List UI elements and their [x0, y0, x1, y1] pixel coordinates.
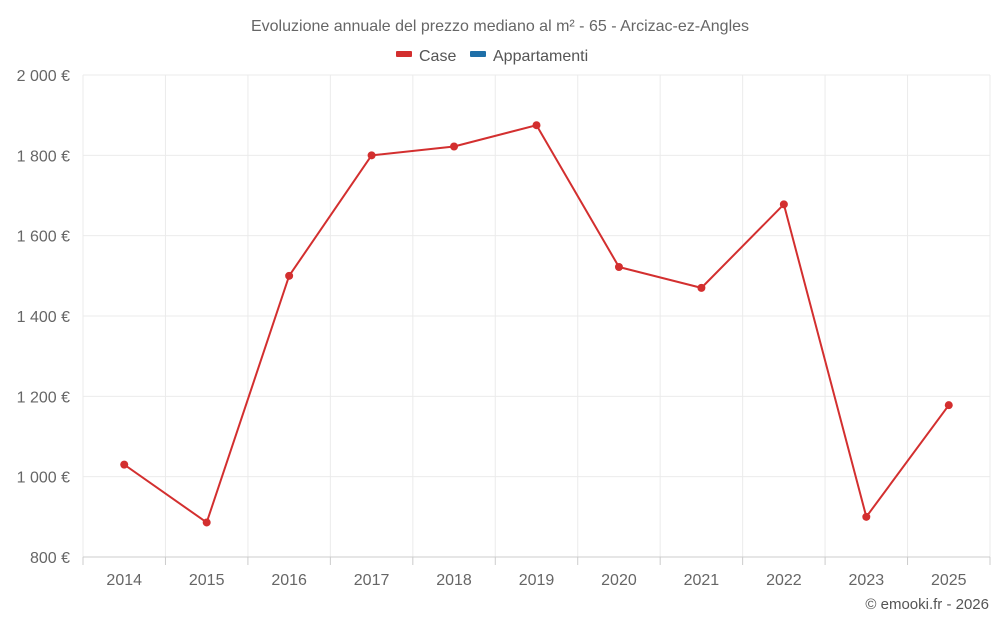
- x-tick-label: 2022: [766, 572, 802, 589]
- data-point-case-2015[interactable]: [202, 518, 211, 527]
- x-tick-label: 2021: [684, 572, 720, 589]
- x-axis: 2014 2015 2016 2017 2018 2019 2020 2021 2022 2023…: [82, 556, 991, 589]
- data-point-case-2018[interactable]: [450, 142, 459, 151]
- data-point-case-2020[interactable]: [614, 262, 623, 271]
- x-tick-label: 2014: [106, 572, 142, 589]
- x-tick-label: 2015: [189, 572, 225, 589]
- chart-title: Evoluzione annuale del prezzo mediano al…: [251, 18, 749, 35]
- data-point-case-2021[interactable]: [697, 283, 706, 292]
- x-tick-label: 2023: [849, 572, 885, 589]
- x-tick-label: 2019: [519, 572, 555, 589]
- y-tick-label: 1 000 €: [17, 470, 70, 487]
- y-tick-label: 1 200 €: [17, 389, 70, 406]
- x-tick-label: 2018: [436, 572, 472, 589]
- x-tick-label: 2020: [601, 572, 637, 589]
- legend-label-case: Case: [419, 48, 456, 65]
- data-point-case-2014[interactable]: [120, 460, 129, 469]
- x-tick-label: 2025: [931, 572, 967, 589]
- legend-item-appartamenti[interactable]: Appartamenti: [470, 48, 588, 65]
- legend-label-appartamenti: Appartamenti: [493, 48, 588, 65]
- y-tick-label: 800 €: [30, 550, 70, 567]
- legend: Case Appartamenti: [396, 48, 588, 65]
- legend-swatch-case: [396, 51, 412, 57]
- x-tick-label: 2017: [354, 572, 390, 589]
- series-case: [120, 121, 953, 527]
- credit-text: © emooki.fr - 2026: [865, 596, 989, 613]
- x-tick-label: 2016: [271, 572, 307, 589]
- y-tick-label: 2 000 €: [17, 68, 70, 85]
- legend-swatch-appartamenti: [470, 51, 486, 57]
- data-point-case-2023[interactable]: [862, 512, 871, 521]
- grid: [82, 74, 991, 557]
- y-tick-label: 1 600 €: [17, 229, 70, 246]
- data-point-case-2016[interactable]: [285, 271, 294, 280]
- data-point-case-2017[interactable]: [367, 151, 376, 160]
- y-tick-label: 1 400 €: [17, 309, 70, 326]
- data-point-case-2019[interactable]: [532, 121, 541, 130]
- legend-item-case[interactable]: Case: [396, 48, 456, 65]
- data-point-case-2022[interactable]: [779, 200, 788, 209]
- y-axis: 2 000 € 1 800 € 1 600 € 1 400 € 1 200 € 1 000…: [17, 68, 70, 567]
- y-tick-label: 1 800 €: [17, 148, 70, 165]
- data-point-case-2025[interactable]: [944, 401, 953, 410]
